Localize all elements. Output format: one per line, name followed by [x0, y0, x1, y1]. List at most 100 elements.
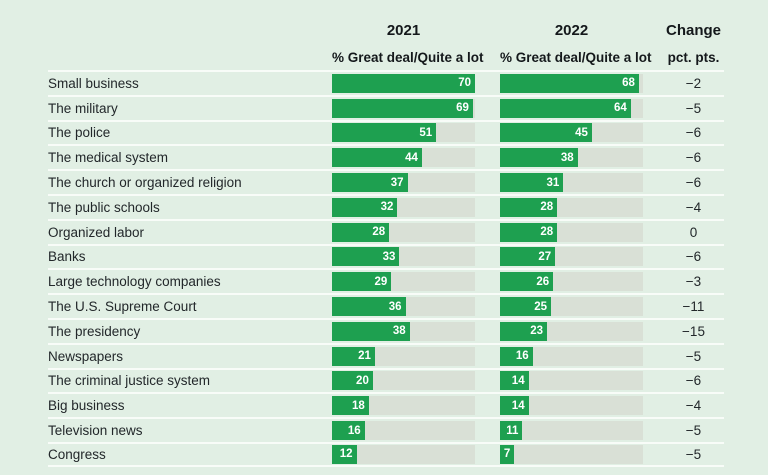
bar-cell-2022: 64 — [500, 97, 643, 120]
bar-2021: 12 — [332, 444, 357, 464]
bar-track-2021: 44 — [332, 148, 475, 168]
institution-label: The criminal justice system — [48, 373, 211, 389]
bar-2022: 28 — [500, 222, 558, 242]
bar-2021: 28 — [332, 222, 390, 242]
bar-cell-2022: 45 — [500, 122, 643, 145]
bar-track-2021: 37 — [332, 173, 475, 193]
bar-2022: 26 — [500, 272, 554, 292]
institution-label: The church or organized religion — [48, 175, 242, 191]
bar-value-2022: 28 — [540, 201, 554, 214]
bar-2022: 14 — [500, 371, 529, 391]
institution-label: The military — [48, 100, 118, 116]
table-row: The military 69 64 −5 — [48, 94, 724, 120]
table-row: Newspapers 21 16 −5 — [48, 342, 724, 368]
bar-track-2021: 51 — [332, 123, 475, 143]
bar-2022: 25 — [500, 297, 552, 317]
change-value: −11 — [682, 299, 705, 315]
table-row: Congress 12 7 −5 — [48, 441, 724, 467]
bar-2022: 45 — [500, 123, 592, 143]
bar-value-2022: 64 — [613, 102, 627, 115]
bar-value-2021: 44 — [405, 151, 418, 164]
bar-cell-2022: 28 — [500, 221, 643, 244]
bar-2022: 23 — [500, 321, 547, 341]
bar-cell-2022: 27 — [500, 246, 643, 269]
institution-label: Large technology companies — [48, 274, 221, 290]
bar-value-2022: 23 — [530, 325, 543, 338]
institution-label: Newspapers — [48, 348, 124, 364]
bar-cell-2022: 11 — [500, 419, 643, 442]
bar-value-2022: 45 — [575, 126, 588, 139]
bar-cell-2021: 38 — [332, 320, 475, 343]
column-header-2022: 2022 — [554, 21, 589, 39]
institution-label: The public schools — [48, 199, 160, 215]
bar-cell-2022: 68 — [500, 72, 643, 95]
change-value: −5 — [685, 100, 702, 116]
bar-cell-2022: 7 — [500, 444, 643, 465]
bar-value-2021: 70 — [458, 77, 471, 90]
table-row: The presidency 38 23 −15 — [48, 317, 724, 343]
change-value: −6 — [685, 150, 702, 166]
bar-track-2022: 28 — [500, 222, 643, 242]
institution-label: Big business — [48, 398, 125, 414]
bar-track-2022: 38 — [500, 148, 643, 168]
bar-2021: 21 — [332, 346, 375, 366]
bar-2022: 68 — [500, 73, 639, 93]
bar-cell-2021: 69 — [332, 97, 475, 120]
institution-label: Congress — [48, 446, 106, 462]
institution-label: Banks — [48, 249, 86, 265]
bar-track-2022: 28 — [500, 197, 643, 217]
bar-value-2022: 7 — [503, 448, 511, 461]
change-value: −15 — [682, 323, 705, 339]
bar-value-2021: 18 — [351, 399, 365, 412]
bar-cell-2021: 16 — [332, 419, 475, 442]
bar-2021: 32 — [332, 197, 398, 217]
bar-value-2022: 14 — [511, 399, 525, 412]
bar-value-2022: 14 — [511, 374, 525, 387]
subheader-2021-unit: % Great deal/Quite a lot — [332, 49, 484, 65]
bar-2021: 16 — [332, 421, 365, 441]
bar-2021: 36 — [332, 297, 406, 317]
bar-cell-2022: 31 — [500, 171, 643, 194]
bar-2021: 44 — [332, 148, 422, 168]
bar-track-2022: 7 — [500, 444, 643, 464]
change-value: −5 — [685, 423, 702, 439]
bar-2022: 28 — [500, 197, 558, 217]
bar-track-2022: 68 — [500, 73, 643, 93]
bar-value-2021: 51 — [419, 126, 433, 139]
bar-value-2021: 38 — [392, 325, 406, 338]
bar-value-2022: 25 — [534, 300, 548, 313]
bar-cell-2022: 23 — [500, 320, 643, 343]
table-row: The medical system 44 38 −6 — [48, 144, 724, 169]
table-row: Television news 16 11 −5 — [48, 417, 724, 442]
bar-cell-2021: 28 — [332, 221, 475, 244]
change-value: −5 — [685, 348, 702, 364]
bar-value-2022: 31 — [546, 176, 560, 189]
bar-value-2021: 20 — [356, 374, 369, 387]
subheader-change-unit: pct. pts. — [667, 49, 720, 65]
bar-track-2021: 28 — [332, 222, 475, 242]
bar-track-2021: 20 — [332, 371, 475, 391]
bar-2021: 38 — [332, 321, 410, 341]
bar-2022: 27 — [500, 247, 556, 267]
bar-track-2022: 31 — [500, 173, 643, 193]
change-value: −2 — [685, 75, 702, 91]
bar-cell-2021: 12 — [332, 444, 475, 465]
bar-value-2021: 69 — [456, 102, 469, 115]
bar-track-2021: 16 — [332, 421, 475, 441]
bar-2021: 37 — [332, 173, 408, 193]
bar-2022: 11 — [500, 421, 523, 441]
bar-value-2022: 26 — [536, 275, 550, 288]
bar-value-2021: 12 — [339, 448, 353, 461]
table-row: The church or organized religion 37 31 −… — [48, 169, 724, 194]
bar-2021: 51 — [332, 123, 437, 143]
table-row: Large technology companies 29 26 −3 — [48, 268, 724, 293]
bar-cell-2021: 18 — [332, 394, 475, 417]
bar-2021: 33 — [332, 247, 400, 267]
bar-cell-2021: 29 — [332, 270, 475, 293]
institution-label: Organized labor — [48, 224, 145, 240]
bar-cell-2021: 51 — [332, 122, 475, 145]
table-row: The U.S. Supreme Court 36 25 −11 — [48, 293, 724, 318]
bar-value-2022: 11 — [506, 424, 519, 437]
bar-cell-2021: 36 — [332, 295, 475, 318]
